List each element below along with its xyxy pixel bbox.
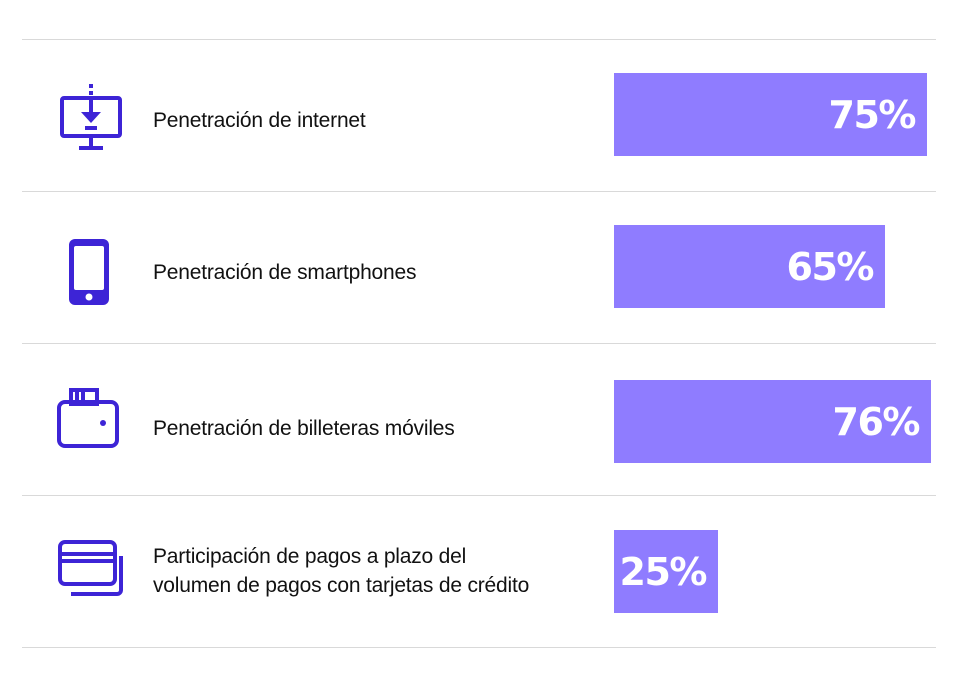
bar-value-label: 25% [619,549,708,594]
divider-top [22,39,936,40]
row-label-line: Penetración de billeteras móviles [153,417,455,440]
bar: 76% [614,380,931,463]
row-label: Participación de pagos a plazo del volum… [153,542,529,600]
row-label-line: Penetración de smartphones [153,261,417,284]
computer-download-icon [55,82,127,154]
row-label-line: volumen de pagos con tarjetas de crédito [153,574,530,597]
divider-bottom [22,647,936,648]
bar: 25% [614,530,718,613]
bar-value-label: 65% [786,244,875,289]
divider-2 [22,343,936,344]
row-label-line: Penetración de internet [153,109,366,132]
bar-value-label: 75% [828,92,917,137]
row-label: Penetración de internet [153,106,366,135]
bar: 65% [614,225,885,308]
bar-value-label: 76% [832,399,921,444]
bar: 75% [614,73,927,156]
divider-3 [22,495,936,496]
row-label: Penetración de smartphones [153,258,417,287]
row-label-line: Participación de pagos a plazo del [153,545,467,568]
wallet-icon [55,384,127,456]
credit-cards-icon [55,534,127,606]
divider-1 [22,191,936,192]
row-label: Penetración de billeteras móviles [153,414,455,443]
smartphone-icon [55,236,127,308]
